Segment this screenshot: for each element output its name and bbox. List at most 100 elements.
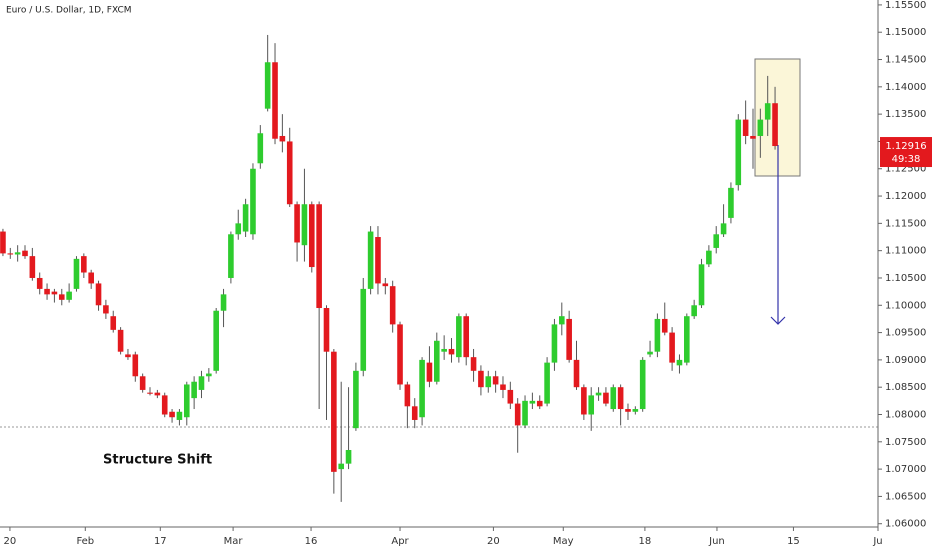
candle-body xyxy=(551,324,558,363)
y-tick-label: 1.12500 xyxy=(885,164,926,175)
y-tick-label: 1.13500 xyxy=(885,109,926,120)
candle-body xyxy=(757,119,764,136)
candle-body xyxy=(264,62,271,109)
candle-body xyxy=(117,329,124,352)
candle-body xyxy=(397,324,403,385)
y-tick-label: 1.14500 xyxy=(885,55,926,66)
y-tick-label: 1.06500 xyxy=(885,491,926,502)
candle-body xyxy=(485,376,492,388)
candle-body xyxy=(206,373,212,377)
candle-body xyxy=(14,252,21,255)
x-tick-label: 15 xyxy=(787,536,800,547)
last-price-box xyxy=(880,137,932,168)
candle-body xyxy=(7,253,14,255)
candle-body xyxy=(772,103,778,147)
candle-body xyxy=(0,231,6,254)
y-tick-label: 1.14000 xyxy=(885,82,926,93)
candle-body xyxy=(654,318,661,352)
candle-body xyxy=(286,141,293,205)
candle-body xyxy=(367,231,374,289)
candle-body xyxy=(735,119,742,186)
candle-body xyxy=(595,392,602,396)
candle-body xyxy=(478,370,484,388)
y-tick-label: 1.15000 xyxy=(885,27,926,38)
y-tick-label: 1.11000 xyxy=(885,246,926,257)
candle-body xyxy=(110,316,117,330)
candle-body xyxy=(73,258,80,289)
candle-body xyxy=(559,316,565,325)
plot xyxy=(0,34,778,502)
candle-body xyxy=(132,354,139,377)
x-tick-label: 18 xyxy=(639,536,652,547)
candle-body xyxy=(154,392,161,396)
candle-body xyxy=(294,204,300,243)
arrow-head xyxy=(770,316,786,325)
candle-body xyxy=(323,308,330,352)
candle-body xyxy=(647,351,653,355)
candle-body xyxy=(632,409,639,412)
candle-body xyxy=(375,237,381,284)
candle-body xyxy=(257,133,264,164)
candle-body xyxy=(125,354,131,358)
candle-body xyxy=(603,392,609,404)
y-tick-label: 1.12000 xyxy=(885,191,926,202)
x-tick-label: 16 xyxy=(305,536,318,547)
candle-body xyxy=(95,283,102,306)
y-tick-label: 1.07500 xyxy=(885,437,926,448)
candle-body xyxy=(529,400,536,404)
candle-body xyxy=(66,291,72,300)
candle-body xyxy=(242,204,249,232)
candle-body xyxy=(147,392,153,394)
candle-body xyxy=(250,168,256,235)
candle-body xyxy=(22,250,28,257)
annotation: Structure Shift xyxy=(103,453,212,468)
countdown: 49:38 xyxy=(892,154,921,165)
candle-body xyxy=(426,362,433,382)
candle-body xyxy=(536,400,543,407)
candle-body xyxy=(470,357,477,371)
chart-title: Euro / U.S. Dollar, 1D, FXCM xyxy=(6,6,132,16)
candle-body xyxy=(566,318,572,360)
candle-body xyxy=(617,387,624,410)
candle-body xyxy=(691,305,697,317)
candle-body xyxy=(588,395,595,415)
candle-body xyxy=(360,288,367,371)
candle-body xyxy=(272,62,278,139)
candle-body xyxy=(728,187,734,218)
y-tick-label: 1.15500 xyxy=(885,0,926,11)
candle-body xyxy=(36,277,43,289)
candle-body xyxy=(198,376,205,390)
candle-body xyxy=(191,381,197,399)
candle-body xyxy=(389,286,396,325)
candle-body xyxy=(433,340,440,382)
x-tick-label: Mar xyxy=(224,536,244,547)
candle-body xyxy=(228,234,234,278)
candle-body xyxy=(750,135,756,139)
candle-body xyxy=(382,283,389,287)
x-tick-label: Feb xyxy=(76,536,94,547)
candle-body xyxy=(610,387,617,410)
candle-body xyxy=(345,449,352,464)
candle-body xyxy=(58,294,65,300)
y-tick-label: 1.11500 xyxy=(885,218,926,229)
candle-body xyxy=(51,291,58,295)
last-price-label: 1.12916 xyxy=(885,141,926,152)
candle-body xyxy=(169,411,175,418)
y-tick-label: 1.08000 xyxy=(885,410,926,421)
candle-body xyxy=(492,376,499,385)
candle-body xyxy=(463,316,470,358)
candle-body xyxy=(139,376,146,390)
candle-body xyxy=(639,359,646,410)
candle-body xyxy=(161,395,168,415)
y-tick-label: 1.10000 xyxy=(885,300,926,311)
candle-body xyxy=(720,223,727,235)
candle-body xyxy=(316,204,322,309)
candle-body xyxy=(88,272,94,284)
candle-body xyxy=(625,409,631,412)
candle-body xyxy=(441,348,447,352)
y-tick-label: 1.09000 xyxy=(885,355,926,366)
candle-body xyxy=(103,305,109,314)
candle-body xyxy=(29,256,36,278)
candle-body xyxy=(764,103,771,120)
